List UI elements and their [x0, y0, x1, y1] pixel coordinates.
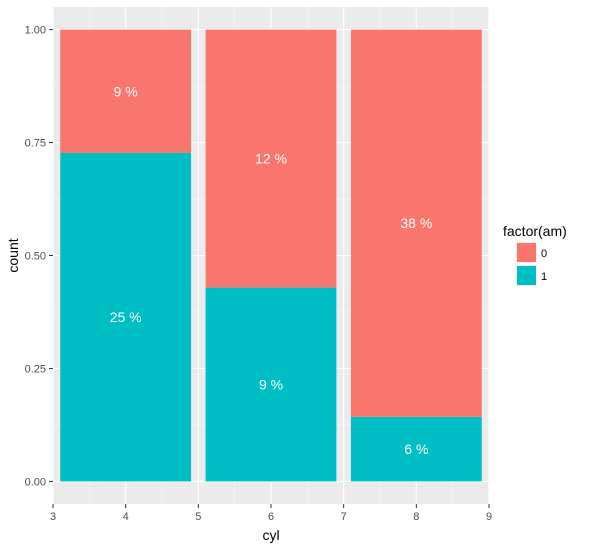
y-tick-label: 0.25 — [25, 363, 46, 375]
x-tick-label: 5 — [195, 511, 201, 523]
bar-segment — [350, 29, 482, 417]
bar-segment — [350, 416, 482, 482]
y-tick-label: 0.00 — [25, 476, 46, 488]
y-axis-title: count — [5, 238, 21, 272]
axes: 3 4 5 6 7 8 9 0.00 0.25 0.50 0.75 1.00 — [25, 25, 492, 523]
bar-segment — [60, 29, 192, 153]
x-tick-label: 9 — [486, 511, 492, 523]
data-label: 25 % — [110, 309, 142, 325]
data-label: 9 % — [259, 376, 283, 392]
bar-segment — [205, 29, 337, 288]
data-label: 12 % — [255, 151, 287, 167]
x-axis-title: cyl — [262, 527, 279, 543]
data-label: 38 % — [400, 215, 432, 231]
x-tick-label: 8 — [413, 511, 419, 523]
x-tick-label: 3 — [50, 511, 56, 523]
y-tick-label: 1.00 — [25, 25, 46, 37]
legend-key-swatch — [517, 266, 536, 285]
x-tick-label: 6 — [268, 511, 274, 523]
bars — [60, 29, 482, 482]
x-tick-label: 4 — [123, 511, 129, 523]
legend-item-label: 1 — [541, 271, 547, 283]
bar-segment — [60, 152, 192, 482]
x-tick-label: 7 — [341, 511, 347, 523]
data-label: 9 % — [114, 83, 138, 99]
data-labels: 25 % 9 % 9 % 12 % 6 % 38 % — [110, 83, 433, 457]
legend-key-swatch — [517, 243, 536, 262]
bar-segment — [205, 287, 337, 482]
y-tick-label: 0.50 — [25, 251, 46, 263]
y-tick-label: 0.75 — [25, 138, 46, 150]
data-label: 6 % — [404, 441, 428, 457]
legend-item-label: 0 — [541, 248, 547, 260]
legend: factor(am) 0 1 — [503, 223, 567, 286]
legend-title: factor(am) — [503, 223, 567, 239]
